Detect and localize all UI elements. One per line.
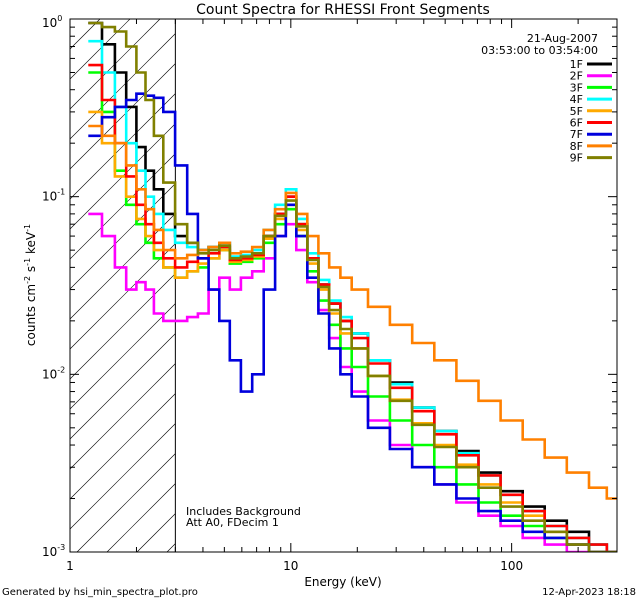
series-4F-line xyxy=(88,39,617,552)
hatch-line xyxy=(69,18,131,80)
legend-label-7F: 7F xyxy=(570,128,583,141)
hatch-line xyxy=(69,183,176,290)
plot-frame xyxy=(69,18,618,553)
legend-date: 21-Aug-2007 xyxy=(527,32,598,45)
legend-time-range: 03:53:00 to 03:54:00 xyxy=(481,44,598,57)
annotation-background: Includes Background xyxy=(186,505,301,518)
y-axis-label-text: counts cm-2 s-1 keV-1 xyxy=(23,224,38,346)
series-2F-line xyxy=(88,212,617,552)
legend-label-6F: 6F xyxy=(570,117,583,130)
hatch-line xyxy=(69,423,176,530)
hatch-line xyxy=(69,243,176,350)
hatch-line xyxy=(69,303,176,410)
hatch-line xyxy=(76,453,176,553)
y-tick-label: 100 xyxy=(42,14,62,30)
hatch-line xyxy=(69,93,176,200)
y-tick-label: 10-3 xyxy=(42,543,65,559)
x-tick-label: 10 xyxy=(283,559,298,573)
chart-title: Count Spectra for RHESSI Front Segments xyxy=(196,2,490,18)
x-axis-label: Energy (keV) xyxy=(304,575,381,589)
series-layer xyxy=(88,21,617,552)
series-1F-line xyxy=(88,21,617,552)
hatch-line xyxy=(69,363,176,470)
legend: 21-Aug-2007 03:53:00 to 03:54:00 1F2F3F4… xyxy=(481,32,612,165)
legend-label-8F: 8F xyxy=(570,140,583,153)
y-tick-label: 10-1 xyxy=(42,188,65,204)
hatch-line xyxy=(69,33,176,140)
hatch-line xyxy=(69,333,176,440)
background-region-hatch xyxy=(69,18,176,553)
hatch-line xyxy=(69,153,176,260)
series-8F-line xyxy=(88,124,617,500)
series-7F-line xyxy=(88,92,617,552)
x-tick-label: 100 xyxy=(500,559,523,573)
legend-label-9F: 9F xyxy=(570,152,583,165)
y-axis-label: counts cm-2 s-1 keV-1 xyxy=(23,224,38,346)
series-5F-line xyxy=(88,110,617,552)
series-6F-line xyxy=(88,63,617,552)
footer-generated-by: Generated by hsi_min_spectra_plot.pro xyxy=(2,587,198,598)
hatch-line xyxy=(69,63,176,170)
legend-label-1F: 1F xyxy=(570,58,583,71)
hatch-line xyxy=(166,543,176,553)
hatch-line xyxy=(136,513,176,553)
series-9F-line xyxy=(88,21,617,552)
hatch-line xyxy=(69,393,176,500)
legend-label-5F: 5F xyxy=(570,105,583,118)
hatch-line xyxy=(69,273,176,380)
hatch-line xyxy=(106,483,176,553)
annotation-attenuator: Att A0, FDecim 1 xyxy=(186,516,279,529)
x-tick-label: 1 xyxy=(66,559,74,573)
footer-timestamp: 12-Apr-2023 18:18 xyxy=(542,587,636,598)
legend-label-2F: 2F xyxy=(570,70,583,83)
series-3F-line xyxy=(88,71,617,552)
legend-label-3F: 3F xyxy=(570,81,583,94)
y-tick-label: 10-2 xyxy=(42,365,65,381)
legend-label-4F: 4F xyxy=(570,93,583,106)
